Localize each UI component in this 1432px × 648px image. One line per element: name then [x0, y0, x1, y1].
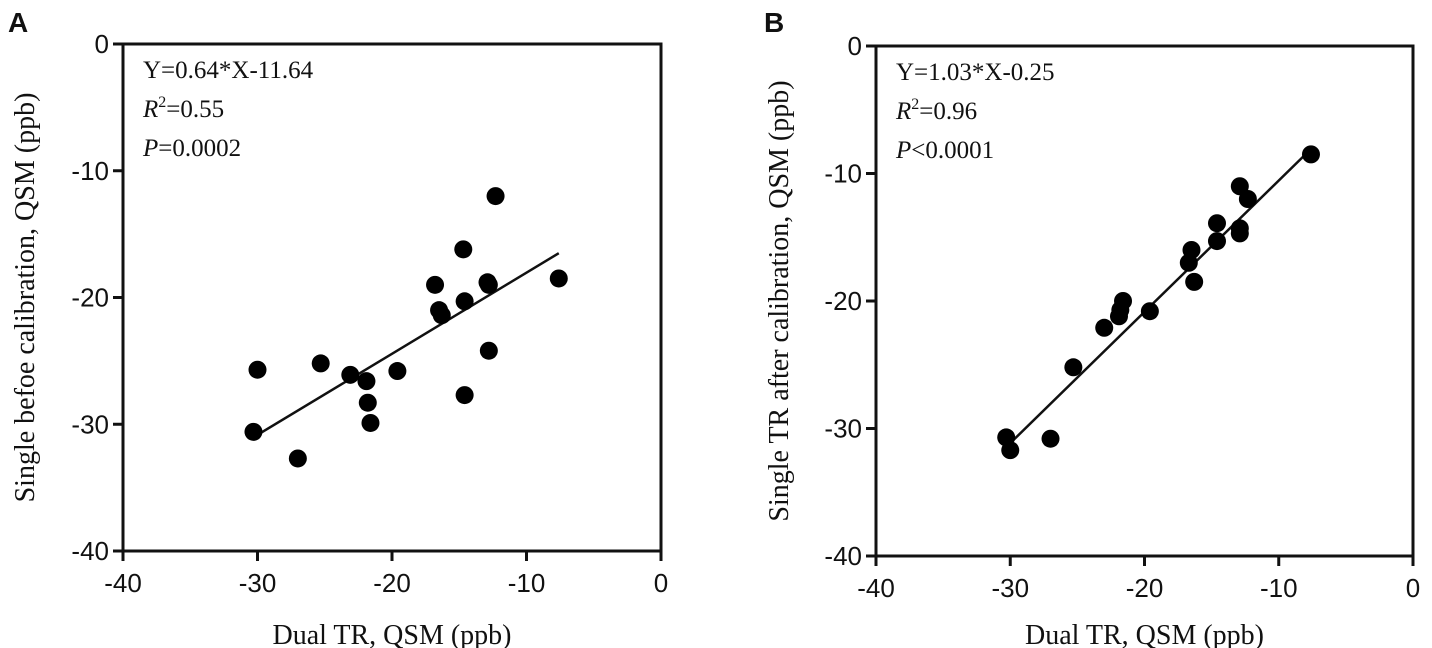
panel-b-data-point	[1064, 358, 1083, 377]
panel-b-data-point	[1238, 190, 1257, 208]
panel-a-x-tick-label: -40	[104, 568, 142, 598]
panel-a-data-point	[244, 422, 263, 441]
panel-a-data-point	[486, 187, 505, 206]
panel-a-data-point	[358, 393, 377, 412]
panel-b-x-tick-label: 0	[1406, 573, 1420, 603]
panel-a-data-point	[341, 365, 360, 384]
panel-b-y-axis-label: Single TR after calibration, QSM (ppb)	[764, 80, 795, 521]
panel-a-x-tick-label: -30	[239, 568, 277, 598]
panel-a-y-tick-label: -40	[71, 536, 109, 566]
panel-a-y-tick-label: -30	[71, 409, 109, 439]
panel-b-y-tick-label: -10	[824, 159, 862, 189]
panel-a-y-tick-label: -10	[71, 156, 109, 186]
panel-b-letter: B	[764, 7, 784, 38]
panel-a-regression-equation: Y=0.64*X-11.64	[143, 57, 314, 84]
panel-a-data-point	[357, 372, 376, 391]
panel-b-data-point	[1207, 232, 1226, 251]
panel-a-data-point	[479, 341, 498, 360]
panel-a-x-tick-label: 0	[654, 568, 668, 598]
panel-b-x-tick-label: -40	[857, 573, 895, 603]
panel-b-x-tick-label: -30	[991, 573, 1029, 603]
panel-a-x-tick-label: -10	[508, 568, 546, 598]
panel-b-y-tick-label: -20	[824, 286, 862, 316]
panel-a-letter: A	[8, 7, 28, 38]
panel-b-data-point	[1095, 318, 1114, 337]
panel-b-data-point	[1301, 145, 1320, 164]
panel-b-y-tick-label: 0	[848, 31, 862, 61]
panel-b-data-point	[1207, 214, 1226, 233]
panel-b-data-point	[1140, 302, 1159, 321]
panel-a-y-tick-label: -20	[71, 283, 109, 313]
panel-a-x-axis-label: Dual TR, QSM (ppb)	[272, 620, 511, 648]
panel-b-x-tick-label: -20	[1126, 573, 1164, 603]
panel-a-y-axis-label: Single befoe calibration, QSM (ppb)	[10, 93, 41, 503]
panel-a-y-tick-label: 0	[95, 29, 109, 59]
panel-b-r-squared: R2=0.96	[895, 96, 977, 125]
panel-a: A -40 -30 -20 -10 0 0 -10 -20 -30 -40 Y=0.64*X-11…	[8, 7, 668, 648]
panel-b-x-tick-label: -10	[1260, 573, 1298, 603]
panel-b: B -40 -30 -20 -10 0 0 -10 -20 -30 -40 Y=1.03*X-0.…	[764, 7, 1420, 648]
panel-a-p-value: P=0.0002	[142, 135, 241, 162]
panel-a-x-tick-label: -20	[373, 568, 411, 598]
panel-a-data-point	[549, 269, 568, 288]
panel-a-data-point	[388, 362, 407, 381]
panel-b-y-tick-label: -30	[824, 414, 862, 444]
panel-b-data-point	[1001, 441, 1020, 460]
panel-b-regression-equation: Y=1.03*X-0.25	[896, 59, 1055, 86]
panel-a-data-point	[311, 354, 330, 373]
panel-a-data-point	[479, 275, 498, 294]
panel-b-data-point	[1185, 272, 1204, 291]
panel-a-data-point	[455, 292, 474, 311]
panel-a-regression-line	[252, 252, 560, 439]
panel-a-data-point	[454, 240, 473, 259]
panel-b-data-point	[1230, 224, 1249, 243]
panel-a-data-point	[455, 386, 474, 405]
panel-a-data-point	[426, 275, 445, 294]
panel-b-x-axis-label: Dual TR, QSM (ppb)	[1025, 620, 1264, 648]
panel-b-p-value: P<0.0001	[895, 137, 994, 164]
panel-a-data-point	[361, 413, 380, 432]
panel-b-data-point	[1182, 241, 1201, 259]
panel-a-r-squared: R2=0.55	[142, 94, 224, 123]
panel-a-data-point	[248, 360, 267, 379]
panel-b-data-point	[1114, 292, 1133, 310]
panel-b-y-tick-label: -40	[824, 541, 862, 571]
panel-b-data-point	[1041, 429, 1060, 448]
panel-a-data-point	[288, 449, 307, 468]
panel-b-regression-line	[1005, 148, 1312, 448]
panel-a-data-point	[432, 306, 451, 325]
